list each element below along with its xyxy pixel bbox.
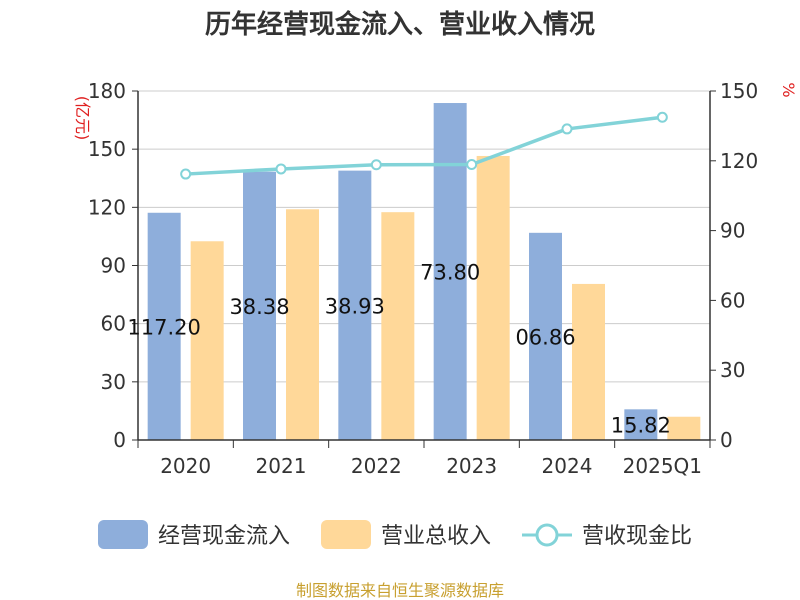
x-tick-label-2022: 2022 bbox=[351, 454, 402, 478]
bar-cash-inflow-2023 bbox=[433, 103, 467, 440]
right-tick-label-60: 60 bbox=[720, 288, 745, 312]
legend-swatch-cash-inflow bbox=[98, 520, 148, 549]
ratio-line-path bbox=[185, 115, 663, 176]
legend-marker-ratio bbox=[535, 523, 559, 547]
bar-revenue-2021 bbox=[286, 209, 319, 440]
right-tick-label-0: 0 bbox=[720, 428, 733, 452]
x-tick-label-2024: 2024 bbox=[542, 454, 593, 478]
bars bbox=[147, 103, 701, 441]
right-tick-label-120: 120 bbox=[720, 149, 758, 173]
legend-label-cash-inflow: 经营现金流入 bbox=[158, 524, 290, 549]
left-tick-label-180: 180 bbox=[88, 79, 126, 103]
right-tick-label-150: 150 bbox=[720, 79, 758, 103]
data-label-cash-inflow-2023: 73.80 bbox=[420, 261, 480, 285]
left-tick-label-150: 150 bbox=[88, 137, 126, 161]
left-tick-label-0: 0 bbox=[113, 428, 126, 452]
ratio-point-2022 bbox=[370, 159, 382, 171]
left-tick-label-30: 30 bbox=[101, 370, 126, 394]
bar-revenue-2023 bbox=[476, 155, 510, 441]
data-labels: 117.20 38.38 38.93 73.80 06.86 15.82 bbox=[127, 261, 670, 438]
ratio-line bbox=[180, 111, 668, 180]
legend-label-revenue: 营业总收入 bbox=[381, 524, 491, 549]
source-note: 制图数据来自恒生聚源数据库 bbox=[296, 581, 504, 600]
ratio-point-2023 bbox=[466, 159, 478, 171]
left-tick-label-90: 90 bbox=[101, 254, 126, 278]
data-label-cash-inflow-2021: 38.38 bbox=[229, 295, 289, 319]
data-label-cash-inflow-2022: 38.93 bbox=[325, 294, 385, 318]
legend: 经营现金流入 营业总收入 营收现金比 bbox=[98, 520, 692, 549]
right-tick-label-30: 30 bbox=[720, 358, 745, 382]
x-tick-label-2020: 2020 bbox=[160, 454, 211, 478]
x-tick-label-2025Q1: 2025Q1 bbox=[623, 454, 702, 478]
right-tick-label-90: 90 bbox=[720, 219, 745, 243]
left-tick-label-60: 60 bbox=[101, 312, 126, 336]
gridlines bbox=[138, 90, 710, 383]
x-tick-label-2023: 2023 bbox=[446, 454, 497, 478]
left-axis-unit: (亿元) bbox=[73, 96, 92, 141]
bar-revenue-2020 bbox=[190, 241, 224, 440]
right-axis-unit: % bbox=[779, 82, 798, 97]
left-tick-label-120: 120 bbox=[88, 195, 126, 219]
legend-label-ratio: 营收现金比 bbox=[582, 524, 692, 549]
bar-revenue-2022 bbox=[381, 212, 415, 440]
legend-swatch-revenue bbox=[321, 520, 371, 549]
bar-revenue-2025Q1 bbox=[667, 416, 701, 440]
ratio-point-2025Q1 bbox=[656, 111, 668, 123]
data-label-cash-inflow-2024: 06.86 bbox=[515, 325, 575, 349]
data-label-cash-inflow-2025Q1: 15.82 bbox=[611, 414, 671, 438]
ratio-point-2024 bbox=[561, 123, 573, 135]
ratio-point-2021 bbox=[275, 163, 287, 175]
bar-cash-inflow-2024 bbox=[529, 232, 562, 440]
bar-cash-inflow-2022 bbox=[338, 170, 372, 440]
data-label-cash-inflow-2020: 117.20 bbox=[127, 315, 200, 339]
x-tick-label-2021: 2021 bbox=[256, 454, 307, 478]
chart-title: 历年经营现金流入、营业收入情况 bbox=[205, 9, 595, 40]
bar-cash-inflow-2021 bbox=[243, 171, 276, 441]
bar-cash-inflow-2025Q1 bbox=[624, 409, 658, 440]
ratio-point-2020 bbox=[180, 168, 192, 180]
bar-cash-inflow-2020 bbox=[147, 212, 181, 440]
axes: 0 30 60 90 120 150 180 0 30 60 90 120 150 2020 2021 202… bbox=[88, 79, 758, 478]
bar-revenue-2024 bbox=[572, 283, 605, 440]
